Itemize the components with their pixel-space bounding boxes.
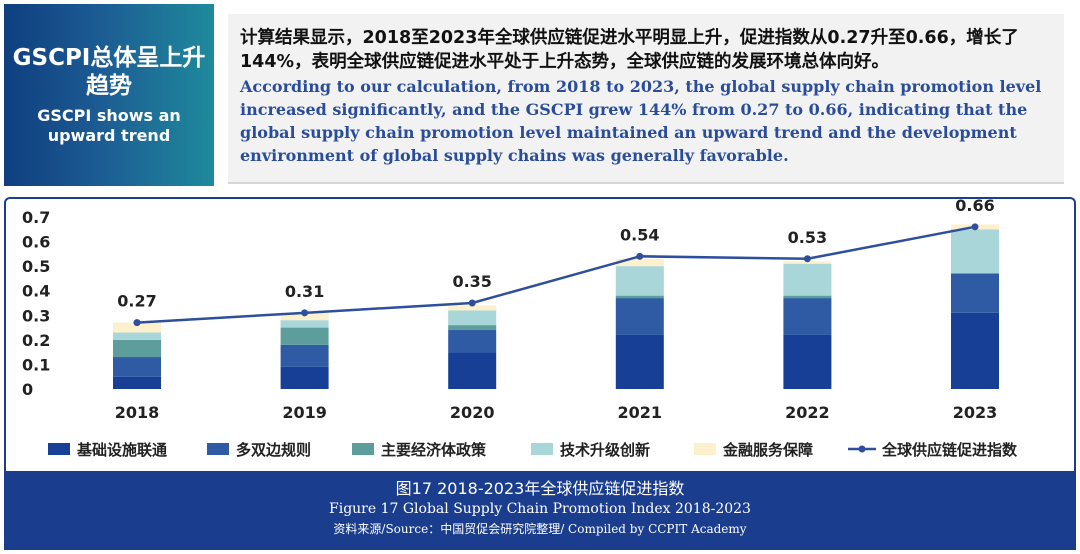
- y-tick-label: 0.3: [22, 306, 50, 325]
- bar-segment-多双边规则: [783, 298, 832, 335]
- index-point: [803, 255, 811, 263]
- legend-label: 主要经济体政策: [381, 441, 487, 459]
- index-point: [468, 299, 476, 307]
- bar-segment-技术升级创新: [951, 229, 999, 274]
- summary-panel: 计算结果显示，2018至2023年全球供应链促进水平明显上升，促进指数从0.27…: [228, 14, 1064, 184]
- legend-label: 技术升级创新: [560, 441, 650, 459]
- index-point: [133, 319, 141, 327]
- bar-segment-金融服务保障: [113, 322, 161, 333]
- section-title-zh: GSCPI总体呈上升趋势: [12, 45, 206, 99]
- legend-line-marker: [858, 445, 866, 453]
- index-point: [636, 252, 644, 260]
- index-line: [136, 225, 976, 324]
- legend-label: 基础设施联通: [76, 441, 167, 459]
- bar-segment-技术升级创新: [783, 263, 832, 296]
- x-tick-label: 2023: [953, 403, 998, 422]
- figure-caption-en: Figure 17 Global Supply Chain Promotion …: [329, 501, 751, 517]
- bar-segment-金融服务保障: [448, 305, 497, 311]
- bar-segment-技术升级创新: [280, 320, 329, 328]
- gscpi-chart: 0 0.1 0.2 0.3 0.4 0.5 0.6 0.7 2018 2019 2020 2021 20…: [22, 197, 1018, 459]
- bar-segment-基础设施联通: [951, 312, 999, 389]
- bar-segment-技术升级创新: [448, 310, 497, 326]
- y-tick-label: 0.5: [22, 257, 50, 276]
- y-tick-label: 0.2: [22, 331, 50, 350]
- bar-segment-技术升级创新: [615, 266, 664, 296]
- figure-source: 资料来源/Source：中国贸促会研究院整理/ Compiled by CCPI…: [333, 522, 747, 536]
- bar-segment-基础设施联通: [448, 352, 497, 389]
- index-data-label: 0.66: [955, 197, 994, 215]
- bar-segment-基础设施联通: [783, 334, 832, 389]
- bar-segment-多双边规则: [280, 344, 329, 367]
- y-tick-label: 0.4: [22, 282, 50, 301]
- bar-segment-基础设施联通: [615, 334, 664, 389]
- bar-segment-基础设施联通: [113, 376, 161, 389]
- bar-segment-主要经济体政策: [783, 295, 832, 299]
- bar-segment-基础设施联通: [280, 366, 329, 389]
- y-tick-label: 0.6: [22, 233, 50, 252]
- summary-text-en: According to our calculation, from 2018 …: [240, 77, 1042, 165]
- x-tick-label: 2018: [115, 403, 160, 422]
- y-tick-label: 0.7: [22, 208, 50, 227]
- index-point: [301, 309, 309, 317]
- bar-segment-技术升级创新: [113, 332, 161, 340]
- bar-segment-主要经济体政策: [448, 325, 497, 331]
- x-tick-label: 2022: [785, 403, 830, 422]
- legend-swatch: [48, 443, 70, 455]
- x-tick-label: 2020: [450, 403, 495, 422]
- bar-segment-金融服务保障: [280, 312, 329, 321]
- legend-label: 金融服务保障: [722, 441, 813, 459]
- index-data-label: 0.53: [788, 228, 827, 247]
- summary-text-zh: 计算结果显示，2018至2023年全球供应链促进水平明显上升，促进指数从0.27…: [240, 28, 1019, 72]
- index-data-label: 0.27: [117, 292, 156, 311]
- figure-caption-bar: 图17 2018-2023年全球供应链促进指数 Figure 17 Global…: [4, 471, 1076, 550]
- bar-segment-多双边规则: [951, 273, 999, 313]
- bar-segment-主要经济体政策: [113, 339, 161, 358]
- section-title-en: GSCPI shows an upward trend: [37, 106, 181, 145]
- bar-segment-金融服务保障: [783, 261, 832, 264]
- legend-swatch: [207, 443, 229, 455]
- legend-swatch: [694, 443, 716, 455]
- index-data-label: 0.35: [452, 272, 491, 291]
- index-data-label: 0.54: [620, 225, 659, 244]
- legend-swatch: [352, 443, 374, 455]
- bar-segment-主要经济体政策: [280, 327, 329, 345]
- legend-label: 全球供应链促进指数: [881, 441, 1018, 459]
- bar-segment-金融服务保障: [615, 258, 664, 267]
- bar-segment-多双边规则: [615, 298, 664, 335]
- bar-segment-主要经济体政策: [615, 295, 664, 299]
- bar-segment-多双边规则: [113, 357, 161, 377]
- index-point: [971, 223, 979, 231]
- section-header-panel: GSCPI总体呈上升趋势 GSCPI shows an upward trend: [4, 4, 214, 186]
- x-tick-label: 2021: [618, 403, 663, 422]
- legend-label: 多双边规则: [236, 441, 311, 459]
- figure-caption-zh: 图17 2018-2023年全球供应链促进指数: [395, 479, 685, 498]
- bar-segment-多双边规则: [448, 330, 497, 353]
- y-tick-label: 0: [22, 380, 33, 399]
- y-tick-label: 0.1: [22, 355, 50, 374]
- x-tick-label: 2019: [282, 403, 327, 422]
- legend-swatch: [531, 443, 553, 455]
- index-data-label: 0.31: [285, 282, 324, 301]
